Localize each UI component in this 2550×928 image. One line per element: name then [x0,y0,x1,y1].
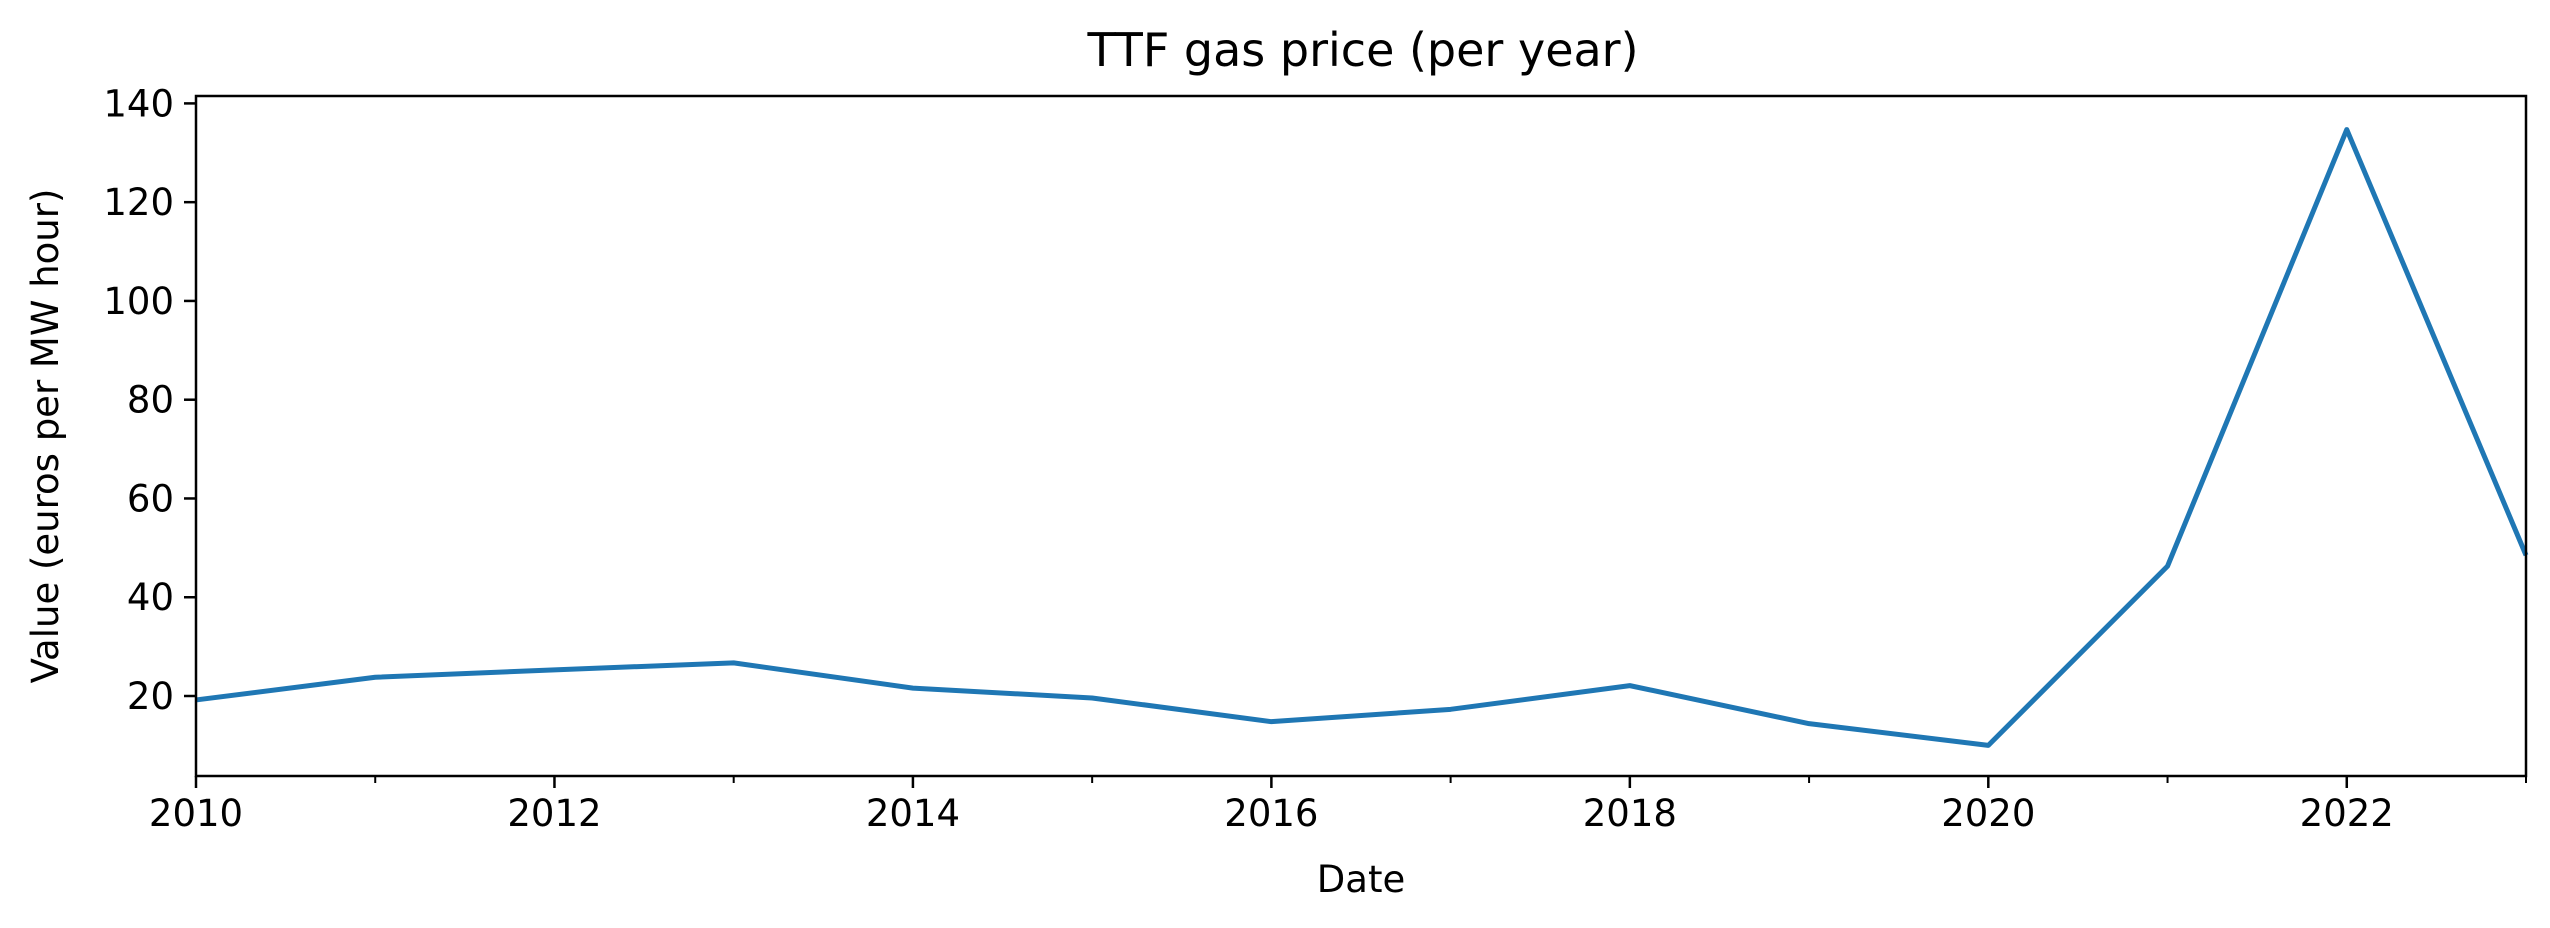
x-tick-label: 2018 [1583,792,1677,835]
x-tick-label: 2010 [149,792,243,835]
x-tick-label: 2020 [1941,792,2035,835]
x-axis-label: Date [1317,858,1405,901]
series-line [195,127,2529,748]
y-tick-label: 100 [103,280,174,323]
y-tick-label: 20 [127,675,174,718]
y-tick-label: 60 [127,477,174,520]
plot-frame [194,94,2528,778]
y-tick-label: 40 [127,576,174,619]
x-tick-label: 2012 [507,792,601,835]
plot-area [194,94,2529,778]
chart-title: TTF gas price (per year) [1086,23,1638,77]
x-tick-label: 2014 [866,792,960,835]
y-axis-ticks: 20 40 60 80 100 120 140 [103,82,196,718]
y-tick-label: 80 [127,379,174,422]
x-tick-label: 2022 [2300,792,2394,835]
x-axis-ticks: 2010 2012 2014 2016 2018 2020 2022 [149,776,2527,835]
plot-background [196,96,2526,776]
y-tick-label: 140 [103,82,174,125]
y-axis-label: Value (euros per MW hour) [24,189,67,684]
y-tick-label: 120 [103,181,174,224]
x-tick-label: 2016 [1224,792,1318,835]
